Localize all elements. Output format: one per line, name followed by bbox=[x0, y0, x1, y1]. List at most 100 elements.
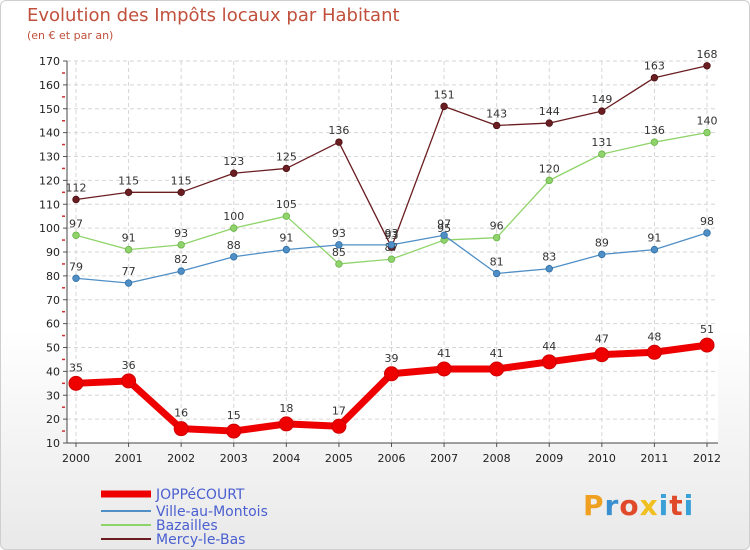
data-label: 41 bbox=[437, 347, 451, 360]
data-point bbox=[230, 169, 238, 177]
data-label: 39 bbox=[385, 352, 399, 365]
data-point bbox=[124, 279, 133, 287]
data-label: 93 bbox=[385, 229, 399, 242]
x-tick-label: 2011 bbox=[640, 452, 668, 465]
data-point bbox=[226, 423, 242, 439]
data-point bbox=[384, 366, 399, 382]
data-point bbox=[492, 269, 501, 278]
data-label: 125 bbox=[276, 150, 297, 163]
data-label: 91 bbox=[279, 232, 293, 245]
data-label: 41 bbox=[490, 347, 504, 360]
data-label: 88 bbox=[227, 239, 241, 252]
x-tick-label: 2008 bbox=[483, 452, 511, 465]
data-label: 85 bbox=[332, 246, 346, 259]
data-point bbox=[387, 241, 396, 249]
data-point bbox=[282, 245, 291, 254]
data-label: 18 bbox=[279, 402, 293, 415]
data-label: 120 bbox=[539, 162, 560, 175]
logo-letter: i bbox=[658, 489, 670, 522]
data-label: 98 bbox=[700, 215, 714, 228]
y-tick-label: 150 bbox=[39, 103, 60, 116]
data-label: 123 bbox=[223, 155, 244, 168]
logo-letter: x bbox=[639, 489, 659, 522]
data-label: 17 bbox=[332, 404, 346, 417]
x-tick-label: 2010 bbox=[588, 452, 616, 465]
data-label: 47 bbox=[595, 333, 609, 346]
data-label: 79 bbox=[69, 260, 83, 273]
data-point bbox=[68, 375, 84, 391]
data-label: 82 bbox=[174, 253, 188, 266]
y-tick-label: 120 bbox=[39, 174, 60, 187]
data-label: 93 bbox=[174, 227, 188, 240]
y-tick-label: 140 bbox=[39, 127, 60, 140]
y-tick-label: 20 bbox=[46, 413, 60, 426]
data-label: 97 bbox=[437, 217, 451, 230]
data-label: 51 bbox=[700, 323, 714, 336]
data-point bbox=[282, 164, 291, 173]
data-label: 96 bbox=[490, 220, 504, 233]
chart-subtitle: (en € et par an) bbox=[27, 29, 114, 42]
x-tick-label: 2006 bbox=[378, 452, 406, 465]
data-point bbox=[650, 245, 659, 254]
y-tick-label: 40 bbox=[46, 365, 60, 378]
data-label: 48 bbox=[647, 330, 661, 343]
data-label: 83 bbox=[542, 251, 556, 264]
data-label: 163 bbox=[644, 60, 665, 73]
data-point bbox=[121, 373, 137, 389]
y-tick-label: 10 bbox=[46, 437, 60, 450]
data-label: 131 bbox=[591, 136, 612, 149]
data-point bbox=[492, 121, 501, 130]
data-point bbox=[598, 150, 606, 158]
data-label: 115 bbox=[171, 174, 192, 187]
y-tick-label: 50 bbox=[46, 342, 60, 355]
logo-letter: r bbox=[604, 489, 620, 522]
logo-letter: i bbox=[683, 489, 695, 522]
data-point bbox=[436, 361, 452, 377]
data-point bbox=[699, 337, 715, 353]
y-tick-label: 110 bbox=[39, 198, 60, 211]
y-tick-label: 70 bbox=[46, 294, 60, 307]
x-tick-label: 2002 bbox=[167, 452, 195, 465]
data-label: 91 bbox=[122, 232, 136, 245]
data-point bbox=[489, 361, 505, 377]
data-label: 97 bbox=[69, 217, 83, 230]
data-point bbox=[598, 250, 606, 259]
data-point bbox=[545, 176, 553, 185]
data-point bbox=[545, 119, 553, 127]
data-point bbox=[598, 107, 606, 115]
x-tick-label: 2001 bbox=[115, 452, 143, 465]
data-label: 36 bbox=[122, 359, 136, 372]
data-label: 136 bbox=[644, 124, 665, 137]
data-point bbox=[335, 138, 343, 146]
proxiti-logo: Proxiti bbox=[583, 489, 694, 522]
data-point bbox=[72, 195, 80, 204]
data-point bbox=[124, 245, 133, 254]
legend-label: Ville-au-Montois bbox=[156, 504, 268, 520]
data-point bbox=[650, 74, 659, 82]
data-point bbox=[230, 224, 238, 232]
data-label: 136 bbox=[328, 124, 349, 137]
data-point bbox=[230, 253, 238, 261]
data-point bbox=[703, 128, 711, 137]
data-label: 168 bbox=[697, 48, 718, 61]
data-label: 144 bbox=[539, 105, 560, 118]
data-point bbox=[124, 188, 133, 197]
data-label: 151 bbox=[434, 88, 455, 101]
data-point bbox=[545, 265, 553, 273]
x-tick-label: 2007 bbox=[430, 452, 458, 465]
data-label: 95 bbox=[437, 222, 451, 235]
data-label: 93 bbox=[385, 227, 399, 240]
data-label: 112 bbox=[66, 181, 87, 194]
x-tick-label: 2012 bbox=[693, 452, 721, 465]
data-label: 91 bbox=[647, 232, 661, 245]
data-point bbox=[72, 274, 80, 282]
data-label: 105 bbox=[276, 198, 297, 211]
data-label: 140 bbox=[697, 115, 718, 128]
data-point bbox=[282, 212, 291, 220]
data-point bbox=[440, 102, 448, 111]
data-point bbox=[72, 231, 80, 239]
y-tick-label: 30 bbox=[46, 389, 60, 402]
y-tick-label: 130 bbox=[39, 151, 60, 164]
